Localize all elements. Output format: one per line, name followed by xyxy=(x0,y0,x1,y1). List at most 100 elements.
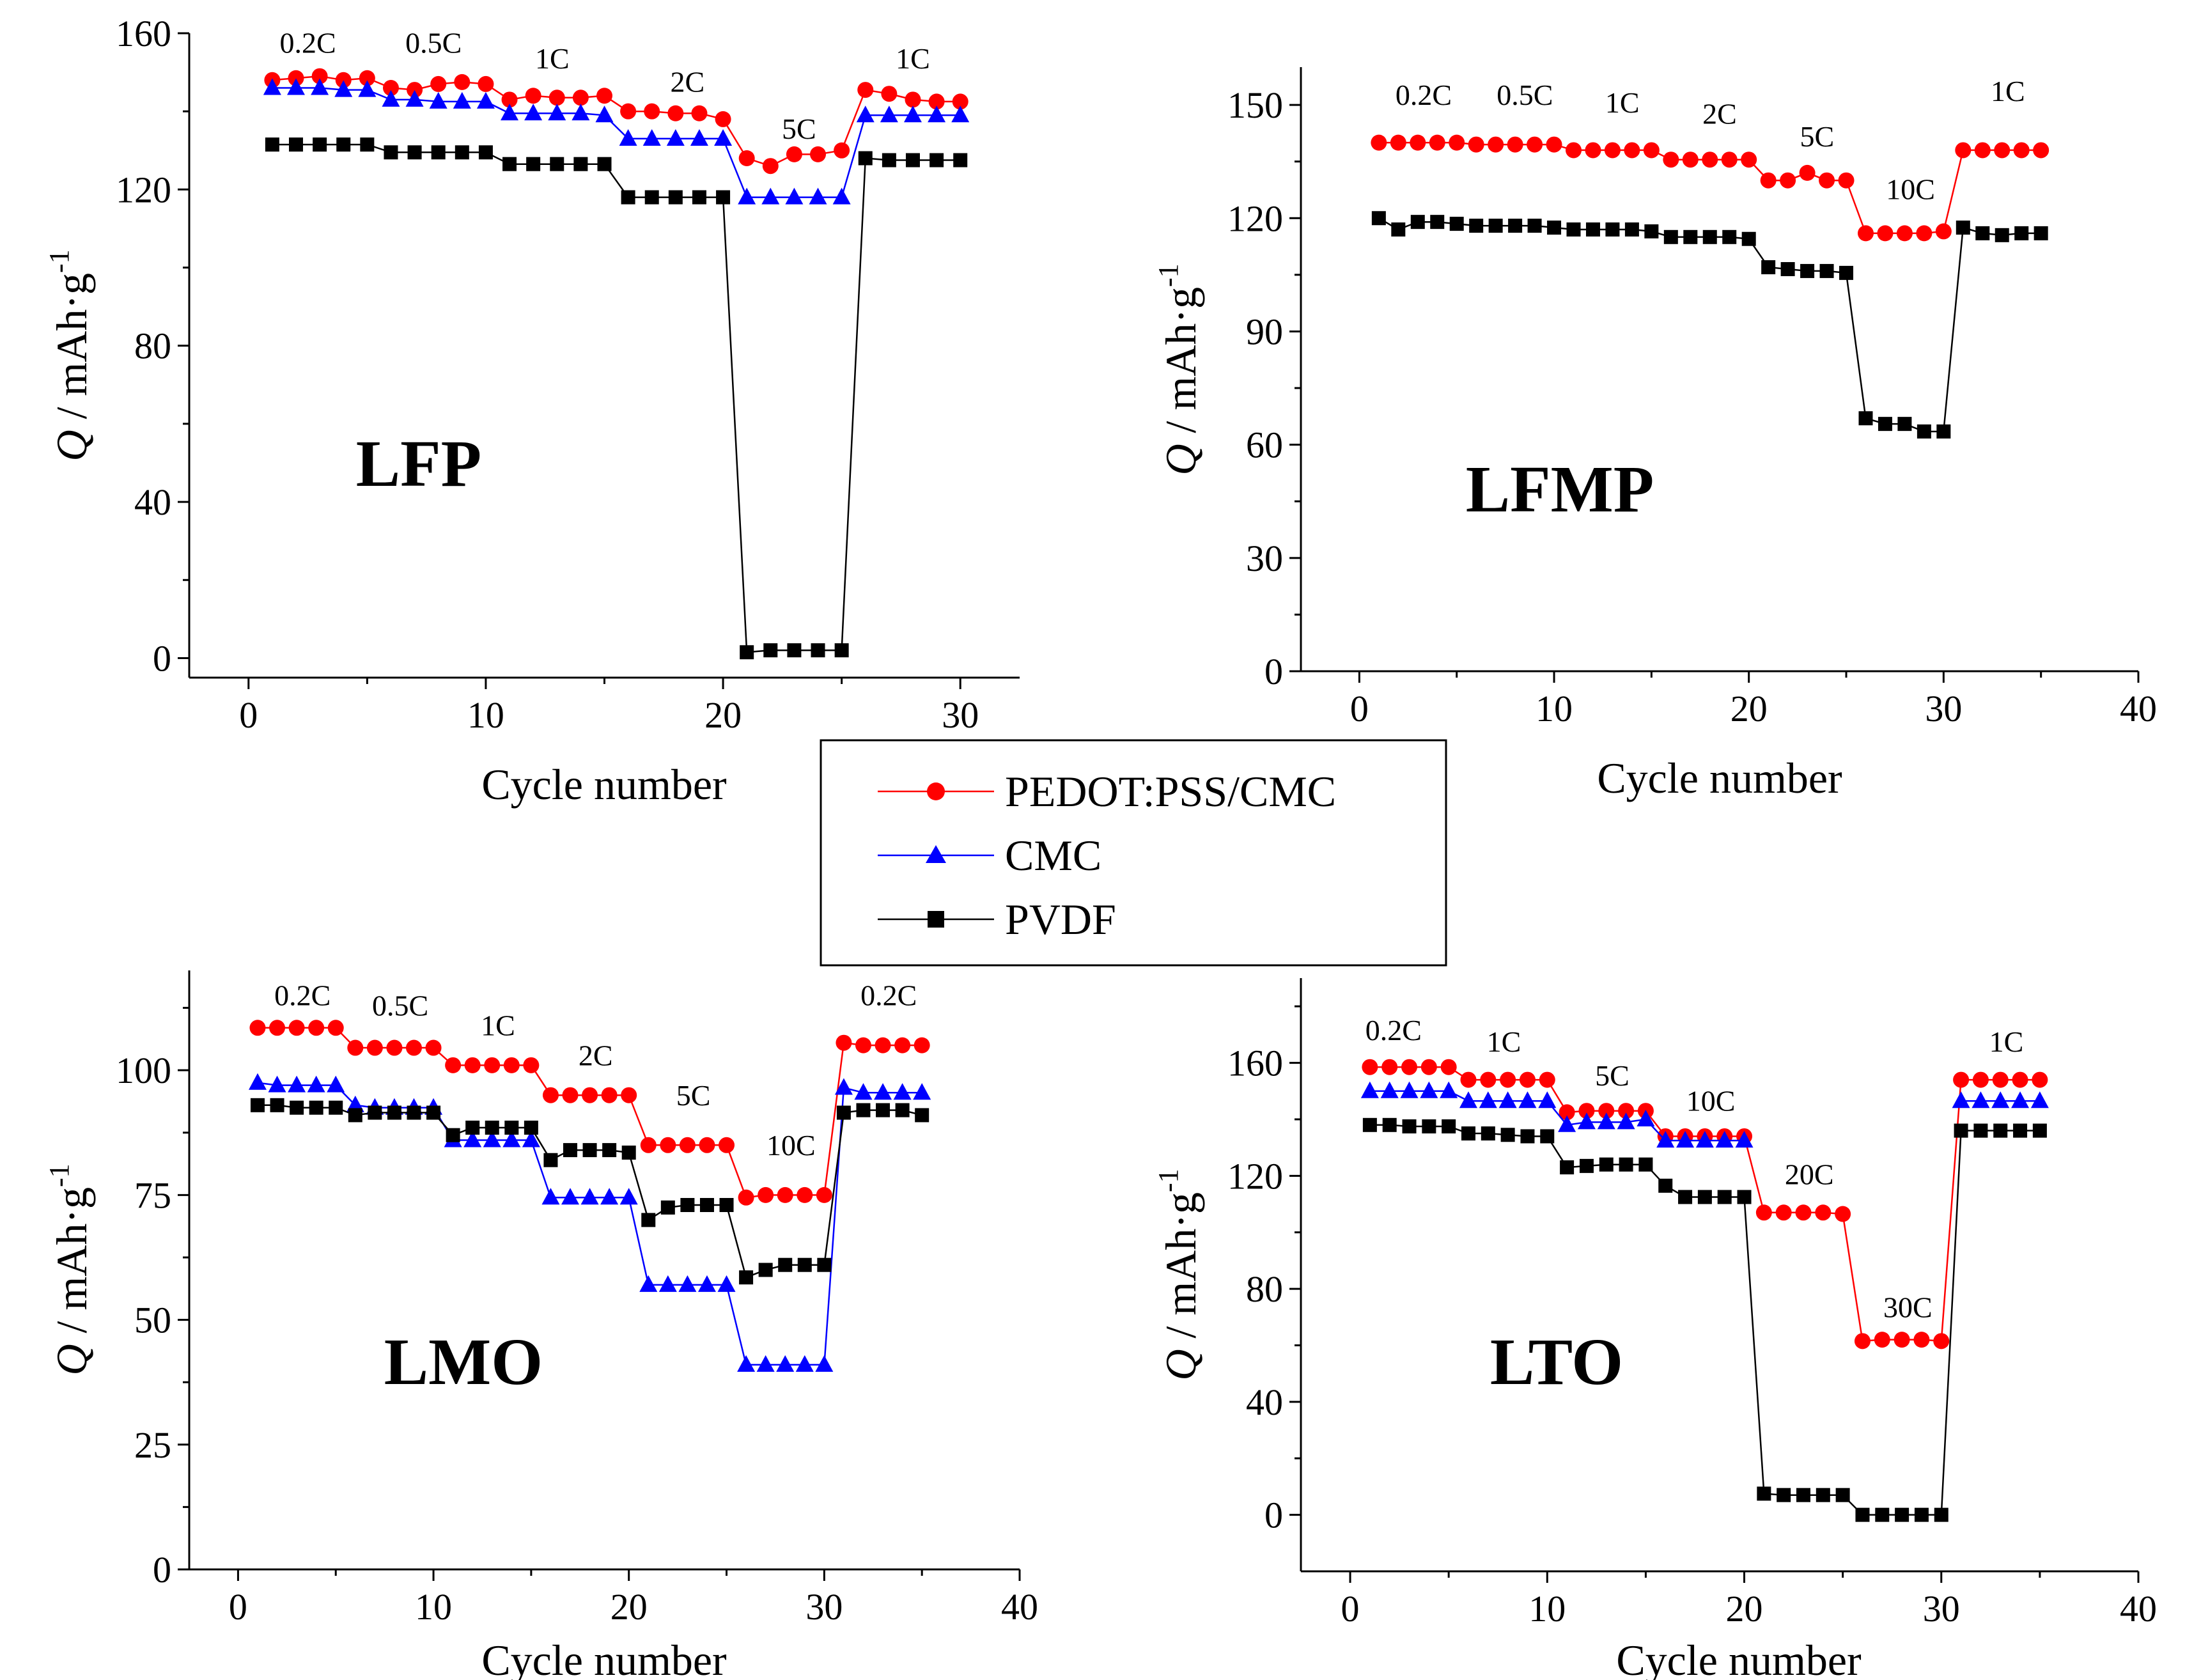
data-point-cmc xyxy=(580,1188,599,1205)
data-point-cmc xyxy=(737,1355,756,1372)
data-point-pvdf xyxy=(465,1120,480,1135)
data-point-pedot xyxy=(1780,172,1796,189)
data-point-pedot xyxy=(1682,152,1699,168)
data-point-pvdf xyxy=(1566,222,1581,237)
data-point-cmc xyxy=(1479,1091,1497,1108)
data-point-cmc xyxy=(738,187,756,205)
data-point-pvdf xyxy=(1442,1119,1456,1133)
lfp-series-cmc xyxy=(263,78,970,205)
data-point-cmc xyxy=(1420,1081,1438,1098)
y-axis-unit: / mAh·g xyxy=(1156,1192,1205,1349)
data-point-pvdf xyxy=(1449,217,1464,231)
data-point-pedot xyxy=(914,1037,930,1054)
data-point-cmc xyxy=(453,91,471,109)
c-rate-label: 5C xyxy=(1800,120,1834,153)
data-point-pvdf xyxy=(348,1108,362,1123)
data-point-cmc xyxy=(951,105,970,123)
data-point-pedot xyxy=(1546,136,1562,153)
data-point-pedot xyxy=(1894,1332,1910,1348)
c-rate-label: 1C xyxy=(896,42,930,75)
y-tick-label: 50 xyxy=(134,1300,171,1341)
data-point-cmc xyxy=(476,91,495,109)
data-point-pvdf xyxy=(1717,1190,1732,1204)
data-point-pvdf xyxy=(858,151,873,166)
data-point-pvdf xyxy=(2013,1123,2028,1138)
data-point-pedot xyxy=(660,1137,676,1153)
lto-series-cmc xyxy=(1360,1081,2049,1148)
data-point-pvdf xyxy=(692,190,706,205)
data-point-pedot xyxy=(1974,142,1991,159)
data-point-pedot xyxy=(445,1057,462,1073)
y-axis-unit-exponent: -1 xyxy=(43,249,75,273)
y-tick-label: 0 xyxy=(1264,651,1283,692)
data-point-pedot xyxy=(1604,142,1621,159)
x-tick-label: 0 xyxy=(229,1586,247,1628)
data-point-pedot xyxy=(1440,1059,1457,1075)
data-point-pvdf xyxy=(1422,1119,1436,1133)
data-point-pedot xyxy=(425,1039,442,1056)
lmo-x-axis-title: Cycle number xyxy=(481,1636,727,1680)
data-point-cmc xyxy=(893,1083,912,1100)
data-point-pedot xyxy=(1702,152,1718,168)
legend-label-pvdf: PVDF xyxy=(1005,895,1116,944)
data-point-cmc xyxy=(287,78,306,95)
data-point-cmc xyxy=(1498,1091,1517,1108)
y-tick-label: 150 xyxy=(1227,84,1283,126)
data-point-pedot xyxy=(1741,152,1757,168)
data-point-pedot xyxy=(1663,152,1679,168)
lfmp-x-axis-title: Cycle number xyxy=(1597,754,1842,802)
c-rate-label: 20C xyxy=(1785,1158,1834,1191)
data-point-cmc xyxy=(382,89,400,107)
data-point-pvdf xyxy=(602,1143,617,1158)
data-point-pvdf xyxy=(1780,261,1795,276)
data-point-cmc xyxy=(307,1075,325,1093)
data-point-pedot xyxy=(1913,1332,1930,1348)
data-point-pedot xyxy=(1877,225,1894,242)
data-point-pedot xyxy=(1854,1333,1870,1349)
data-point-pvdf xyxy=(270,1098,284,1112)
data-point-pedot xyxy=(1429,134,1445,151)
data-point-pedot xyxy=(1643,142,1660,159)
c-rate-label: 0.2C xyxy=(274,979,331,1012)
data-point-pedot xyxy=(1760,172,1777,189)
data-point-cmc xyxy=(501,104,519,121)
data-point-pvdf xyxy=(1371,211,1386,226)
data-point-pvdf xyxy=(740,645,754,660)
data-point-pvdf xyxy=(763,643,778,658)
data-point-pedot xyxy=(810,146,827,162)
data-point-pedot xyxy=(347,1039,364,1056)
data-point-pedot xyxy=(1390,134,1406,151)
data-point-pedot xyxy=(1559,1104,1575,1121)
data-point-pvdf xyxy=(644,190,659,205)
c-rate-label: 10C xyxy=(766,1129,816,1162)
data-point-cmc xyxy=(785,187,804,205)
data-point-pvdf xyxy=(1917,424,1931,439)
data-point-cmc xyxy=(405,89,424,107)
lfp-panel-label: LFP xyxy=(356,427,481,501)
data-point-pedot xyxy=(1410,134,1426,151)
legend: PEDOT:PSS/CMC CMC PVDF xyxy=(820,739,1447,967)
data-point-pedot xyxy=(1933,1333,1950,1349)
lfmp-panel-label: LFMP xyxy=(1466,453,1654,526)
c-rate-label: 30C xyxy=(1883,1291,1933,1323)
data-point-pvdf xyxy=(1936,424,1951,439)
data-point-pedot xyxy=(855,1037,871,1054)
data-point-cmc xyxy=(524,104,543,121)
data-point-pvdf xyxy=(407,145,422,160)
data-point-pvdf xyxy=(758,1263,773,1277)
data-point-pvdf xyxy=(329,1100,343,1115)
x-tick-label: 20 xyxy=(704,694,742,736)
data-point-cmc xyxy=(1597,1112,1615,1130)
data-point-pedot xyxy=(2033,142,2049,159)
data-point-pedot xyxy=(881,86,898,102)
data-point-pvdf xyxy=(455,145,469,160)
data-point-pedot xyxy=(797,1186,813,1203)
y-tick-label: 75 xyxy=(134,1174,171,1216)
data-point-pvdf xyxy=(1702,229,1717,244)
data-point-pvdf xyxy=(929,153,944,167)
data-point-cmc xyxy=(874,1083,892,1100)
data-point-pvdf xyxy=(836,1105,851,1120)
data-point-pedot xyxy=(525,88,541,104)
data-point-pedot xyxy=(503,1057,520,1073)
